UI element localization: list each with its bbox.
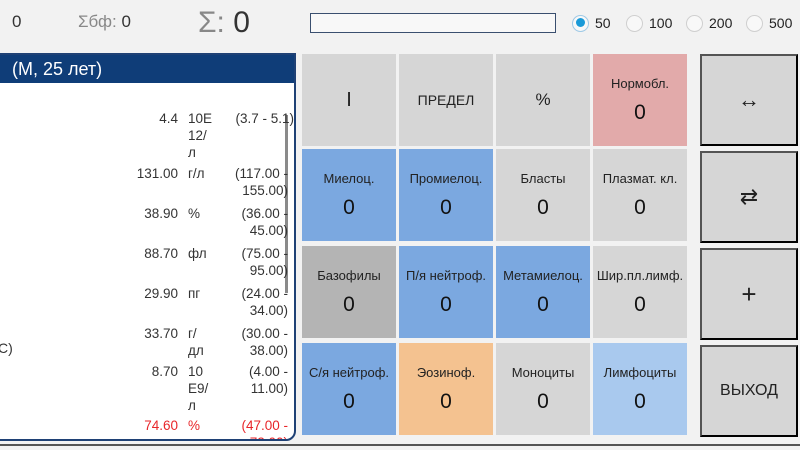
- cell-counter-eosinophils[interactable]: Эозиноф. 0: [399, 343, 493, 435]
- patient-results-panel[interactable]: (М, 25 лет) C) 4.4 10E 12/ л (3.7 - 5.1)…: [0, 53, 296, 441]
- radio-checked-icon: [572, 14, 589, 32]
- sum-bf-label: Σбф:: [78, 12, 117, 31]
- radio-unchecked-icon: [686, 14, 703, 32]
- add-button[interactable]: +: [700, 248, 798, 340]
- cell-counter-plasma-cells[interactable]: Плазмат. кл. 0: [593, 149, 687, 241]
- cursor-button[interactable]: I: [302, 54, 396, 146]
- limit-button[interactable]: ПРЕДЕЛ: [399, 54, 493, 146]
- radio-500[interactable]: 500: [746, 13, 792, 33]
- cell-counter-lymphocytes[interactable]: Лимфоциты 0: [593, 343, 687, 435]
- exit-button[interactable]: ВЫХОД: [700, 345, 798, 437]
- total-label: Σ:: [198, 6, 225, 39]
- exit-label: ВЫХОД: [720, 382, 778, 399]
- progress-input[interactable]: [310, 13, 556, 33]
- cell-counter-blasts[interactable]: Бласты 0: [496, 149, 590, 241]
- cell-counter-segmented-neutrophils[interactable]: С/я нейтроф. 0: [302, 343, 396, 435]
- radio-label: 200: [709, 15, 733, 31]
- count-value: 0: [12, 12, 22, 31]
- radio-label: 50: [595, 15, 611, 31]
- cell-counter-myelocytes[interactable]: Миелоц. 0: [302, 149, 396, 241]
- bottom-divider: [0, 444, 800, 446]
- radio-unchecked-icon: [746, 14, 763, 32]
- cell-counter-wide-plasma-lymphocytes[interactable]: Шир.пл.лимф. 0: [593, 246, 687, 338]
- cell-counter-basophils[interactable]: Базофилы 0: [302, 246, 396, 338]
- cell-counter-band-neutrophils[interactable]: П/я нейтроф. 0: [399, 246, 493, 338]
- radio-label: 100: [649, 15, 673, 31]
- patient-header: (М, 25 лет): [0, 55, 294, 83]
- swap-button[interactable]: ⇄: [700, 151, 798, 243]
- plus-icon: +: [741, 278, 757, 309]
- sum-bf-value: 0: [121, 12, 131, 31]
- horizontal-arrows-icon: ↔: [738, 87, 760, 112]
- radio-50[interactable]: 50: [572, 13, 611, 33]
- cell-counter-metamyelocytes[interactable]: Метамиелоц. 0: [496, 246, 590, 338]
- swap-arrows-icon: ⇄: [739, 184, 759, 209]
- top-bar: 0 Σбф: 0 Σ: 0 50 100 200 500: [0, 0, 800, 46]
- total-value: 0: [233, 6, 250, 39]
- results-scrollbar[interactable]: [285, 115, 288, 293]
- radio-label: 500: [769, 15, 793, 31]
- cell-counter-normoblasts[interactable]: Нормобл. 0: [593, 54, 687, 146]
- radio-200[interactable]: 200: [686, 13, 732, 33]
- count-stat: 0: [12, 12, 21, 32]
- percent-button[interactable]: %: [496, 54, 590, 146]
- resize-button[interactable]: ↔: [700, 54, 798, 146]
- cell-counter-monocytes[interactable]: Моноциты 0: [496, 343, 590, 435]
- sum-bf-stat: Σбф: 0: [78, 12, 131, 32]
- param-label-fragment: C): [0, 340, 13, 356]
- cell-counter-promyelocytes[interactable]: Промиелоц. 0: [399, 149, 493, 241]
- radio-unchecked-icon: [626, 14, 643, 32]
- radio-100[interactable]: 100: [626, 13, 672, 33]
- total-stat: Σ: 0: [198, 6, 250, 40]
